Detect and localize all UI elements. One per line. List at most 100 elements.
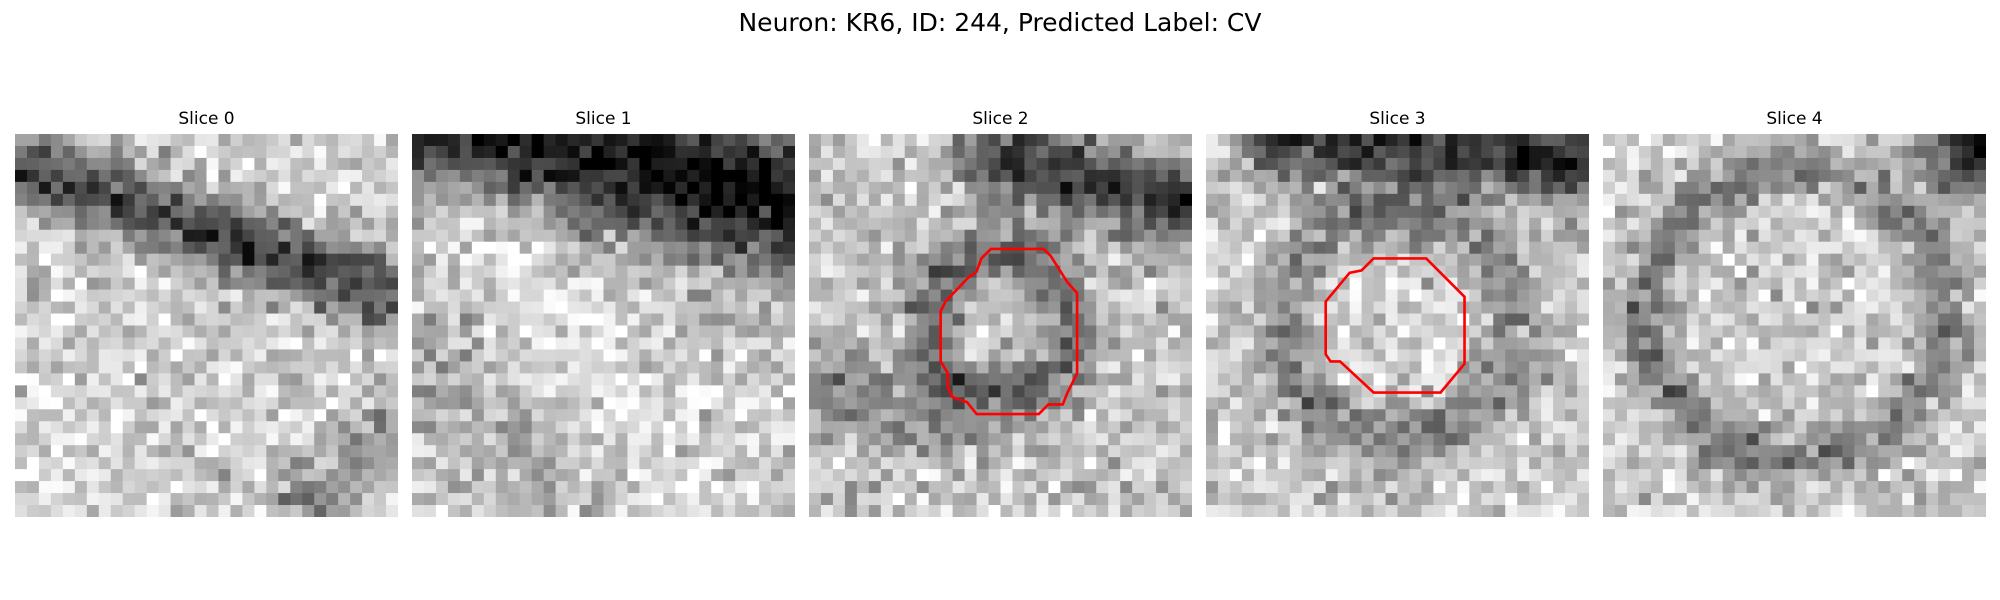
image-pixel bbox=[1565, 325, 1578, 339]
image-pixel bbox=[591, 301, 605, 315]
image-pixel bbox=[1325, 493, 1339, 506]
image-pixel bbox=[1962, 289, 1975, 303]
image-pixel bbox=[1493, 325, 1506, 339]
image-pixel bbox=[62, 493, 76, 506]
image-pixel bbox=[374, 337, 387, 351]
image-pixel bbox=[1529, 134, 1542, 147]
image-pixel bbox=[1603, 265, 1616, 279]
image-pixel bbox=[423, 505, 437, 517]
image-pixel bbox=[1758, 229, 1772, 243]
image-pixel bbox=[15, 313, 28, 327]
image-pixel bbox=[1710, 289, 1724, 303]
image-pixel bbox=[423, 289, 437, 303]
image-pixel bbox=[254, 385, 267, 398]
image-pixel bbox=[471, 205, 485, 219]
image-pixel bbox=[182, 373, 196, 386]
image-pixel bbox=[447, 169, 461, 183]
image-pixel bbox=[1024, 217, 1038, 231]
image-pixel bbox=[50, 397, 64, 410]
image-pixel bbox=[723, 385, 736, 398]
image-pixel bbox=[278, 409, 291, 422]
image-pixel bbox=[362, 349, 375, 363]
image-pixel bbox=[1890, 385, 1903, 398]
image-pixel bbox=[1529, 373, 1542, 386]
image-pixel bbox=[1698, 205, 1712, 219]
image-pixel bbox=[1397, 277, 1411, 291]
image-pixel bbox=[1325, 229, 1339, 243]
image-pixel bbox=[519, 421, 533, 434]
image-pixel bbox=[1433, 301, 1446, 315]
image-pixel bbox=[1938, 277, 1951, 291]
image-pixel bbox=[699, 145, 712, 159]
image-pixel bbox=[1782, 325, 1796, 339]
image-pixel bbox=[1313, 445, 1327, 458]
image-pixel bbox=[1481, 337, 1494, 351]
image-pixel bbox=[1132, 397, 1145, 410]
image-pixel bbox=[1096, 457, 1109, 470]
image-pixel bbox=[1493, 277, 1506, 291]
image-pixel bbox=[362, 193, 375, 207]
image-pixel bbox=[1265, 385, 1279, 398]
image-pixel bbox=[543, 397, 557, 410]
image-pixel bbox=[1253, 277, 1267, 291]
image-pixel bbox=[759, 145, 772, 159]
image-pixel bbox=[832, 301, 846, 315]
image-pixel bbox=[809, 361, 822, 374]
image-pixel bbox=[603, 457, 617, 470]
image-pixel bbox=[1650, 145, 1664, 159]
image-pixel bbox=[868, 493, 882, 506]
image-pixel bbox=[1265, 505, 1279, 517]
image-pixel bbox=[38, 217, 52, 231]
image-pixel bbox=[1433, 229, 1446, 243]
image-pixel bbox=[964, 505, 978, 517]
image-pixel bbox=[1662, 169, 1676, 183]
image-pixel bbox=[110, 481, 124, 494]
image-pixel bbox=[158, 433, 172, 446]
image-pixel bbox=[459, 481, 473, 494]
image-pixel bbox=[627, 421, 641, 434]
image-pixel bbox=[350, 385, 363, 398]
image-pixel bbox=[844, 409, 858, 422]
image-pixel bbox=[868, 229, 882, 243]
image-pixel bbox=[1108, 253, 1121, 267]
image-pixel bbox=[122, 373, 136, 386]
image-pixel bbox=[1084, 325, 1097, 339]
image-pixel bbox=[1626, 145, 1640, 159]
microscopy-slice-image bbox=[809, 134, 1192, 517]
image-pixel bbox=[591, 433, 605, 446]
image-pixel bbox=[940, 217, 954, 231]
image-pixel bbox=[1349, 421, 1363, 434]
image-pixel bbox=[904, 397, 918, 410]
image-pixel bbox=[1409, 253, 1423, 267]
image-pixel bbox=[266, 373, 279, 386]
image-pixel bbox=[1229, 134, 1243, 147]
image-pixel bbox=[350, 325, 363, 339]
image-pixel bbox=[38, 337, 52, 351]
image-pixel bbox=[1421, 409, 1435, 422]
image-pixel bbox=[290, 169, 303, 183]
image-pixel bbox=[916, 217, 930, 231]
image-pixel bbox=[1229, 289, 1243, 303]
image-pixel bbox=[1505, 373, 1518, 386]
image-pixel bbox=[699, 217, 712, 231]
image-pixel bbox=[1950, 301, 1963, 315]
image-pixel bbox=[639, 134, 652, 147]
image-pixel bbox=[230, 145, 244, 159]
image-pixel bbox=[832, 397, 846, 410]
image-pixel bbox=[892, 265, 906, 279]
image-pixel bbox=[1469, 193, 1482, 207]
image-pixel bbox=[1890, 157, 1903, 171]
image-pixel bbox=[1842, 229, 1855, 243]
image-pixel bbox=[687, 433, 700, 446]
image-pixel bbox=[86, 169, 100, 183]
image-pixel bbox=[1301, 157, 1315, 171]
image-pixel bbox=[519, 325, 533, 339]
image-pixel bbox=[1842, 373, 1855, 386]
image-pixel bbox=[1674, 277, 1688, 291]
image-pixel bbox=[1614, 349, 1628, 363]
image-pixel bbox=[314, 229, 327, 243]
image-pixel bbox=[759, 205, 772, 219]
image-pixel bbox=[783, 229, 795, 243]
image-pixel bbox=[38, 169, 52, 183]
image-pixel bbox=[254, 421, 267, 434]
